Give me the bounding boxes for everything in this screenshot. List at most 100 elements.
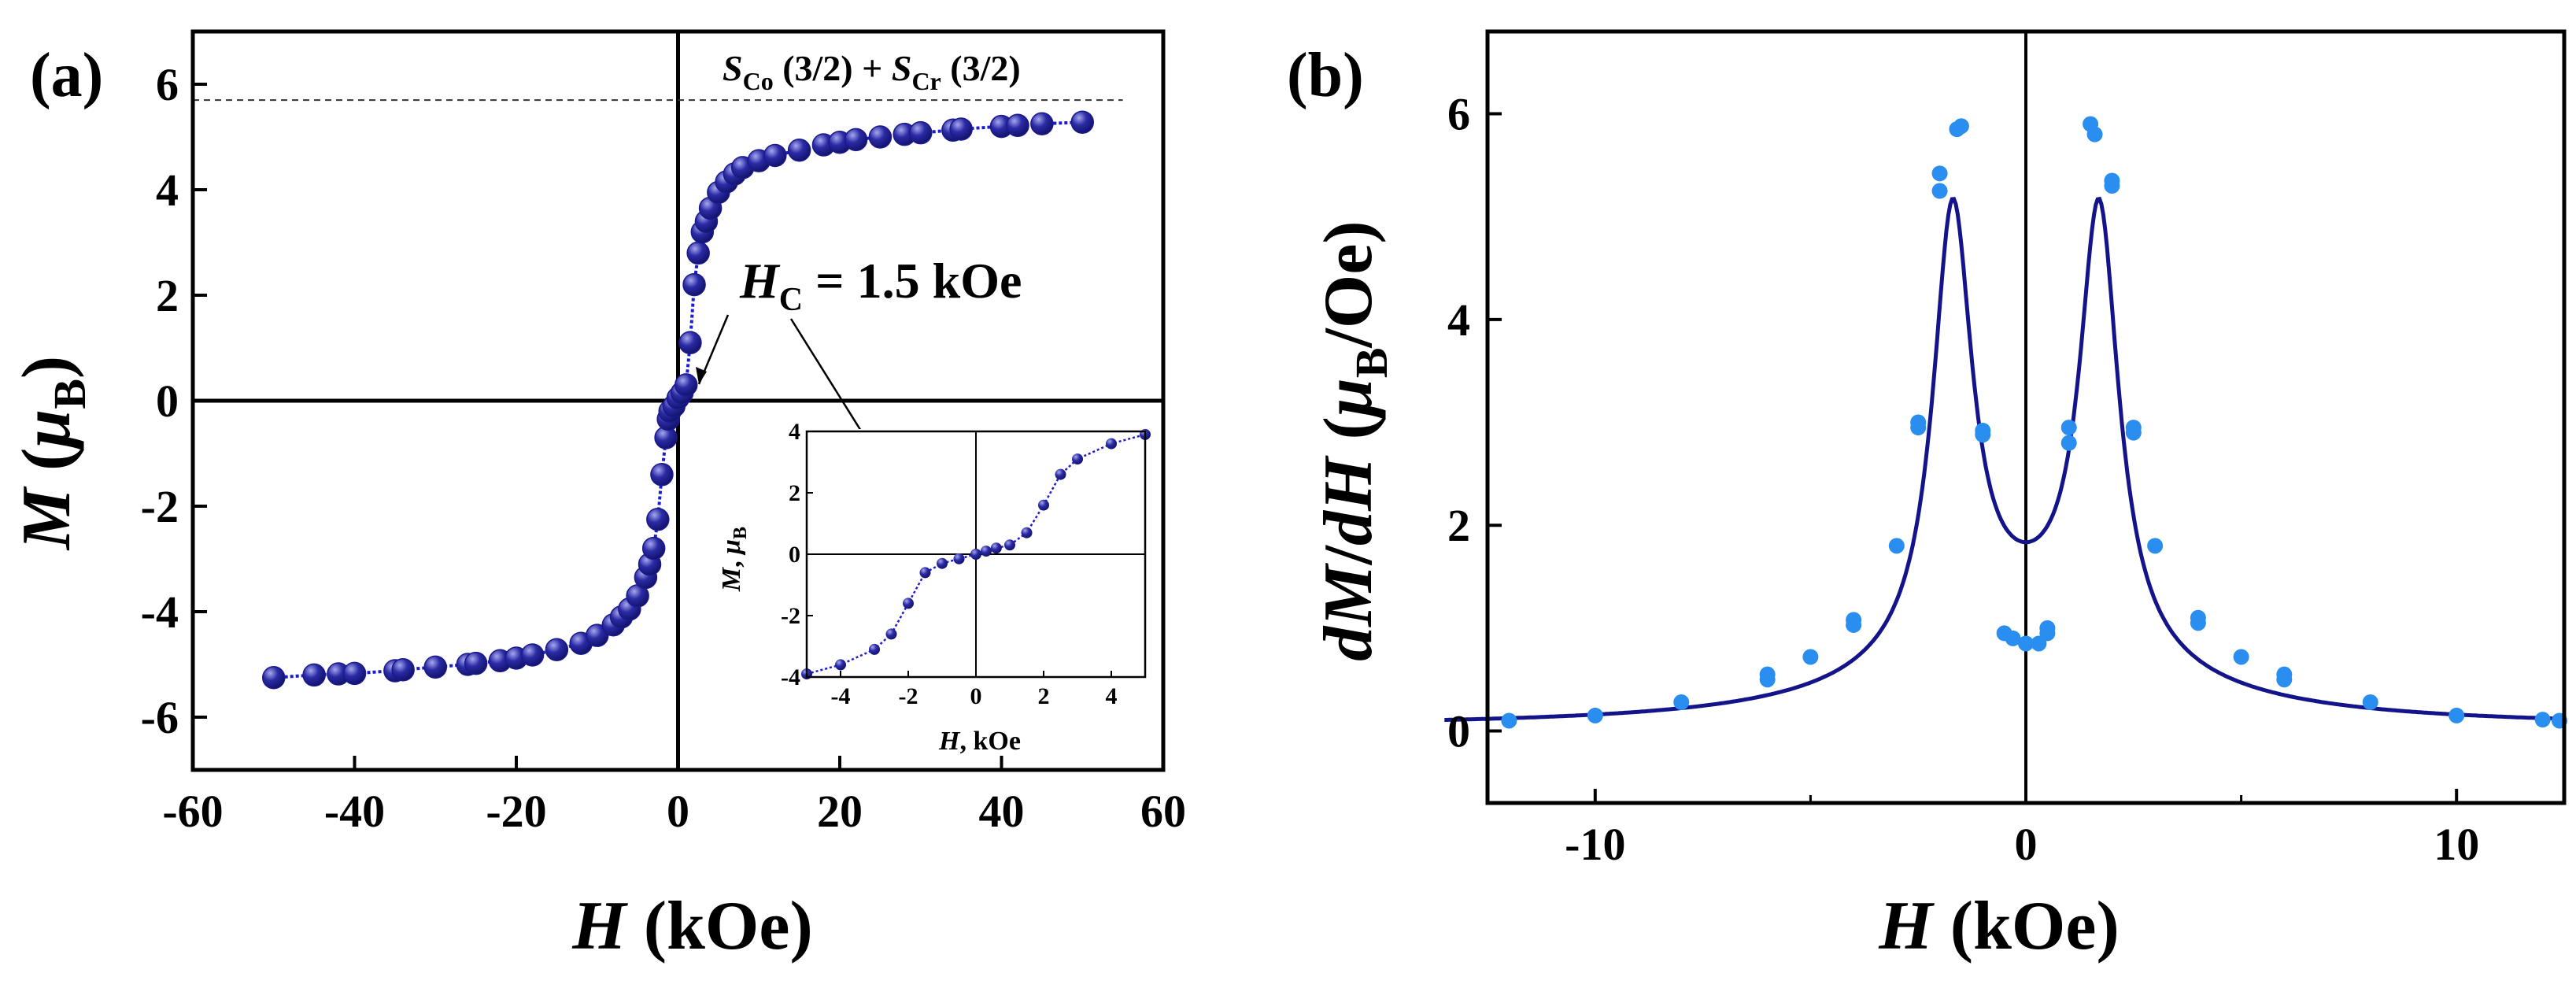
b-data-point: [2086, 126, 2103, 142]
a-data-point: [302, 663, 326, 687]
b-panel-label: (b): [1287, 41, 1364, 110]
a-inset-chart: -4 -2 0 2 4 -4 -2 0 2 4 H, kOe M, μB: [717, 419, 1151, 756]
a-data-point: [909, 120, 933, 145]
a-y-axis-label: M (μB): [9, 356, 95, 552]
a-data-point: [650, 463, 674, 487]
a-x-axis-label: H (kOe): [571, 888, 813, 964]
a-inset-point: [1038, 499, 1049, 511]
b-x-ticks: -10 0 10: [1565, 789, 2479, 870]
b-x-tick-label: -10: [1565, 819, 1625, 870]
a-data-point: [1006, 113, 1029, 138]
a-inset-x-label: H, kOe: [938, 727, 1021, 756]
a-data-point: [464, 651, 488, 675]
a-x-ticks: -60 -40 -20 0 20 40 60: [162, 756, 1186, 837]
a-annotation-arrowhead-main: [696, 367, 707, 384]
b-data-point: [1759, 666, 1776, 683]
b-data-point: [2190, 609, 2206, 626]
panel-b: -10 0 10 0 2 4 6 (b) H (kOe) dM/dH (μB/Oe): [1287, 29, 2567, 964]
b-data-point: [1587, 707, 1603, 723]
a-inset-point: [953, 553, 965, 564]
b-x-axis-label: H (kOe): [1878, 888, 2120, 964]
b-data-point: [2448, 707, 2465, 723]
a-data-point: [787, 139, 811, 162]
a-inset-point: [937, 557, 948, 569]
a-data-point: [586, 623, 609, 647]
a-data-point: [545, 638, 569, 661]
a-reference-label: SCo (3/2) + SCr (3/2): [723, 48, 1021, 95]
b-x-tick-label: 10: [2434, 819, 2479, 870]
b-data-point: [2039, 620, 2056, 636]
b-y-tick-label: 2: [1447, 500, 1470, 551]
a-y-tick-label: 4: [156, 165, 179, 216]
b-data-point: [1888, 538, 1905, 554]
a-y-tick-label: -2: [141, 481, 179, 532]
a-x-tick-label: -40: [324, 786, 385, 837]
a-y-tick-label: -4: [141, 586, 179, 638]
a-y-tick-label: 6: [156, 59, 179, 110]
a-data-point: [1030, 112, 1054, 135]
a-x-tick-label: -60: [162, 786, 223, 837]
a-inset-point: [1021, 527, 1033, 538]
a-data-point: [1070, 110, 1094, 134]
a-data-point: [646, 508, 670, 531]
a-inset-x-tick-label: -2: [899, 683, 918, 709]
a-inset-point: [1004, 539, 1015, 551]
a-inset-point: [970, 549, 981, 560]
a-data-point: [423, 655, 447, 679]
a-data-point: [844, 128, 868, 152]
a-inset-point: [885, 628, 897, 640]
a-inset-point: [869, 643, 880, 655]
a-inset-x-tick-label: 0: [970, 683, 982, 709]
b-fit-curve: [1444, 196, 2565, 722]
a-data-point: [868, 125, 893, 149]
a-inset-point: [919, 567, 931, 579]
a-inset-point: [835, 659, 846, 671]
b-data-point: [1501, 712, 1517, 729]
a-inset-x-ticks: -4 -2 0 2 4: [831, 671, 1118, 709]
a-inset-y-tick-label: 4: [789, 419, 800, 445]
a-y-tick-label: 2: [156, 270, 179, 321]
a-inset-point: [980, 546, 992, 557]
a-data-points: [262, 110, 1094, 690]
b-data-point: [1846, 612, 1862, 628]
a-inset-point: [990, 542, 1002, 554]
b-data-point: [1673, 694, 1690, 710]
b-y-tick-label: 6: [1447, 89, 1470, 140]
b-y-tick-label: 4: [1447, 294, 1470, 346]
a-x-tick-label: 0: [667, 786, 689, 837]
b-data-point: [2018, 635, 2034, 652]
b-data-point: [2104, 178, 2120, 194]
b-data-point: [2060, 420, 2077, 436]
a-data-point: [674, 373, 698, 397]
a-x-tick-label: 60: [1140, 786, 1186, 837]
a-x-tick-label: 20: [817, 786, 863, 837]
a-y-tick-label: -6: [141, 692, 179, 743]
a-data-point: [949, 117, 973, 141]
a-data-point: [641, 536, 666, 561]
a-data-point: [678, 331, 702, 355]
a-inset-point: [1072, 453, 1083, 465]
b-data-point: [2534, 712, 2551, 728]
a-data-point: [391, 657, 415, 682]
a-data-point: [262, 666, 286, 690]
a-coercive-field-annotation: HC = 1.5 kOe: [739, 253, 1022, 318]
a-y-tick-label: 0: [156, 376, 179, 427]
a-data-point: [520, 643, 545, 667]
a-inset-point: [1055, 468, 1066, 480]
b-data-point: [2005, 630, 2021, 646]
a-y-ticks: -6 -4 -2 0 2 4 6: [141, 59, 207, 743]
a-data-point: [682, 272, 706, 297]
a-inset-y-tick-label: -2: [781, 603, 800, 629]
a-inset-point: [1106, 438, 1117, 450]
b-y-axis-label: dM/dH (μB/Oe): [1310, 220, 1397, 660]
a-inset-x-tick-label: 2: [1038, 683, 1050, 709]
a-data-point: [686, 241, 710, 265]
b-data-point: [1910, 414, 1927, 431]
b-data-point: [2233, 649, 2249, 665]
a-inset-point: [903, 598, 914, 609]
b-data-point: [2125, 424, 2142, 441]
a-inset-y-label: M, μB: [717, 527, 751, 592]
b-data-points: [1501, 116, 2567, 729]
